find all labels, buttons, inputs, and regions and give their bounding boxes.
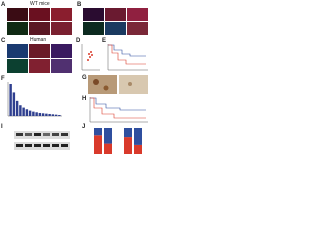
bar — [15, 100, 19, 116]
panel-label: F — [1, 76, 5, 82]
stack-segment — [124, 137, 132, 154]
micrographs — [7, 8, 72, 35]
stack-segment — [134, 144, 142, 154]
bar — [45, 113, 48, 116]
bar — [35, 112, 38, 116]
stack-segment — [124, 128, 132, 138]
western-blot — [14, 131, 70, 150]
bar — [41, 113, 45, 116]
panel-label: D — [76, 38, 81, 44]
bar — [12, 92, 16, 116]
ihc-images — [88, 75, 148, 94]
bar — [28, 110, 32, 116]
panel-title: WT mice — [30, 1, 50, 7]
dot-plot — [81, 44, 100, 71]
bar — [19, 105, 22, 116]
stack-segment — [94, 128, 102, 136]
bar — [9, 84, 12, 116]
bar — [25, 109, 29, 116]
bar — [48, 113, 51, 116]
stack-segment — [104, 128, 112, 144]
figure: A WT mice B C Human D E F G H — [1, 1, 148, 154]
panel-label: C — [1, 38, 6, 44]
panel-label: J — [82, 124, 85, 130]
stack-segment — [94, 135, 102, 154]
panel-label: E — [102, 38, 106, 44]
bar — [58, 114, 61, 116]
bar — [32, 111, 35, 116]
survival-plot — [89, 97, 148, 123]
panel-label: G — [82, 75, 87, 81]
panel-label: A — [1, 2, 6, 8]
survival-plot — [107, 44, 148, 71]
panel-label: I — [1, 124, 3, 130]
panel-label: H — [82, 96, 86, 102]
bar — [38, 112, 42, 116]
micrographs — [83, 8, 148, 35]
stack-segment — [104, 143, 112, 154]
bar — [51, 114, 55, 116]
bar — [22, 107, 25, 116]
bar — [54, 114, 58, 116]
micrographs — [7, 44, 72, 73]
stack-segment — [134, 128, 142, 145]
panel-title: Human — [30, 37, 46, 43]
panel-label: B — [77, 2, 82, 8]
